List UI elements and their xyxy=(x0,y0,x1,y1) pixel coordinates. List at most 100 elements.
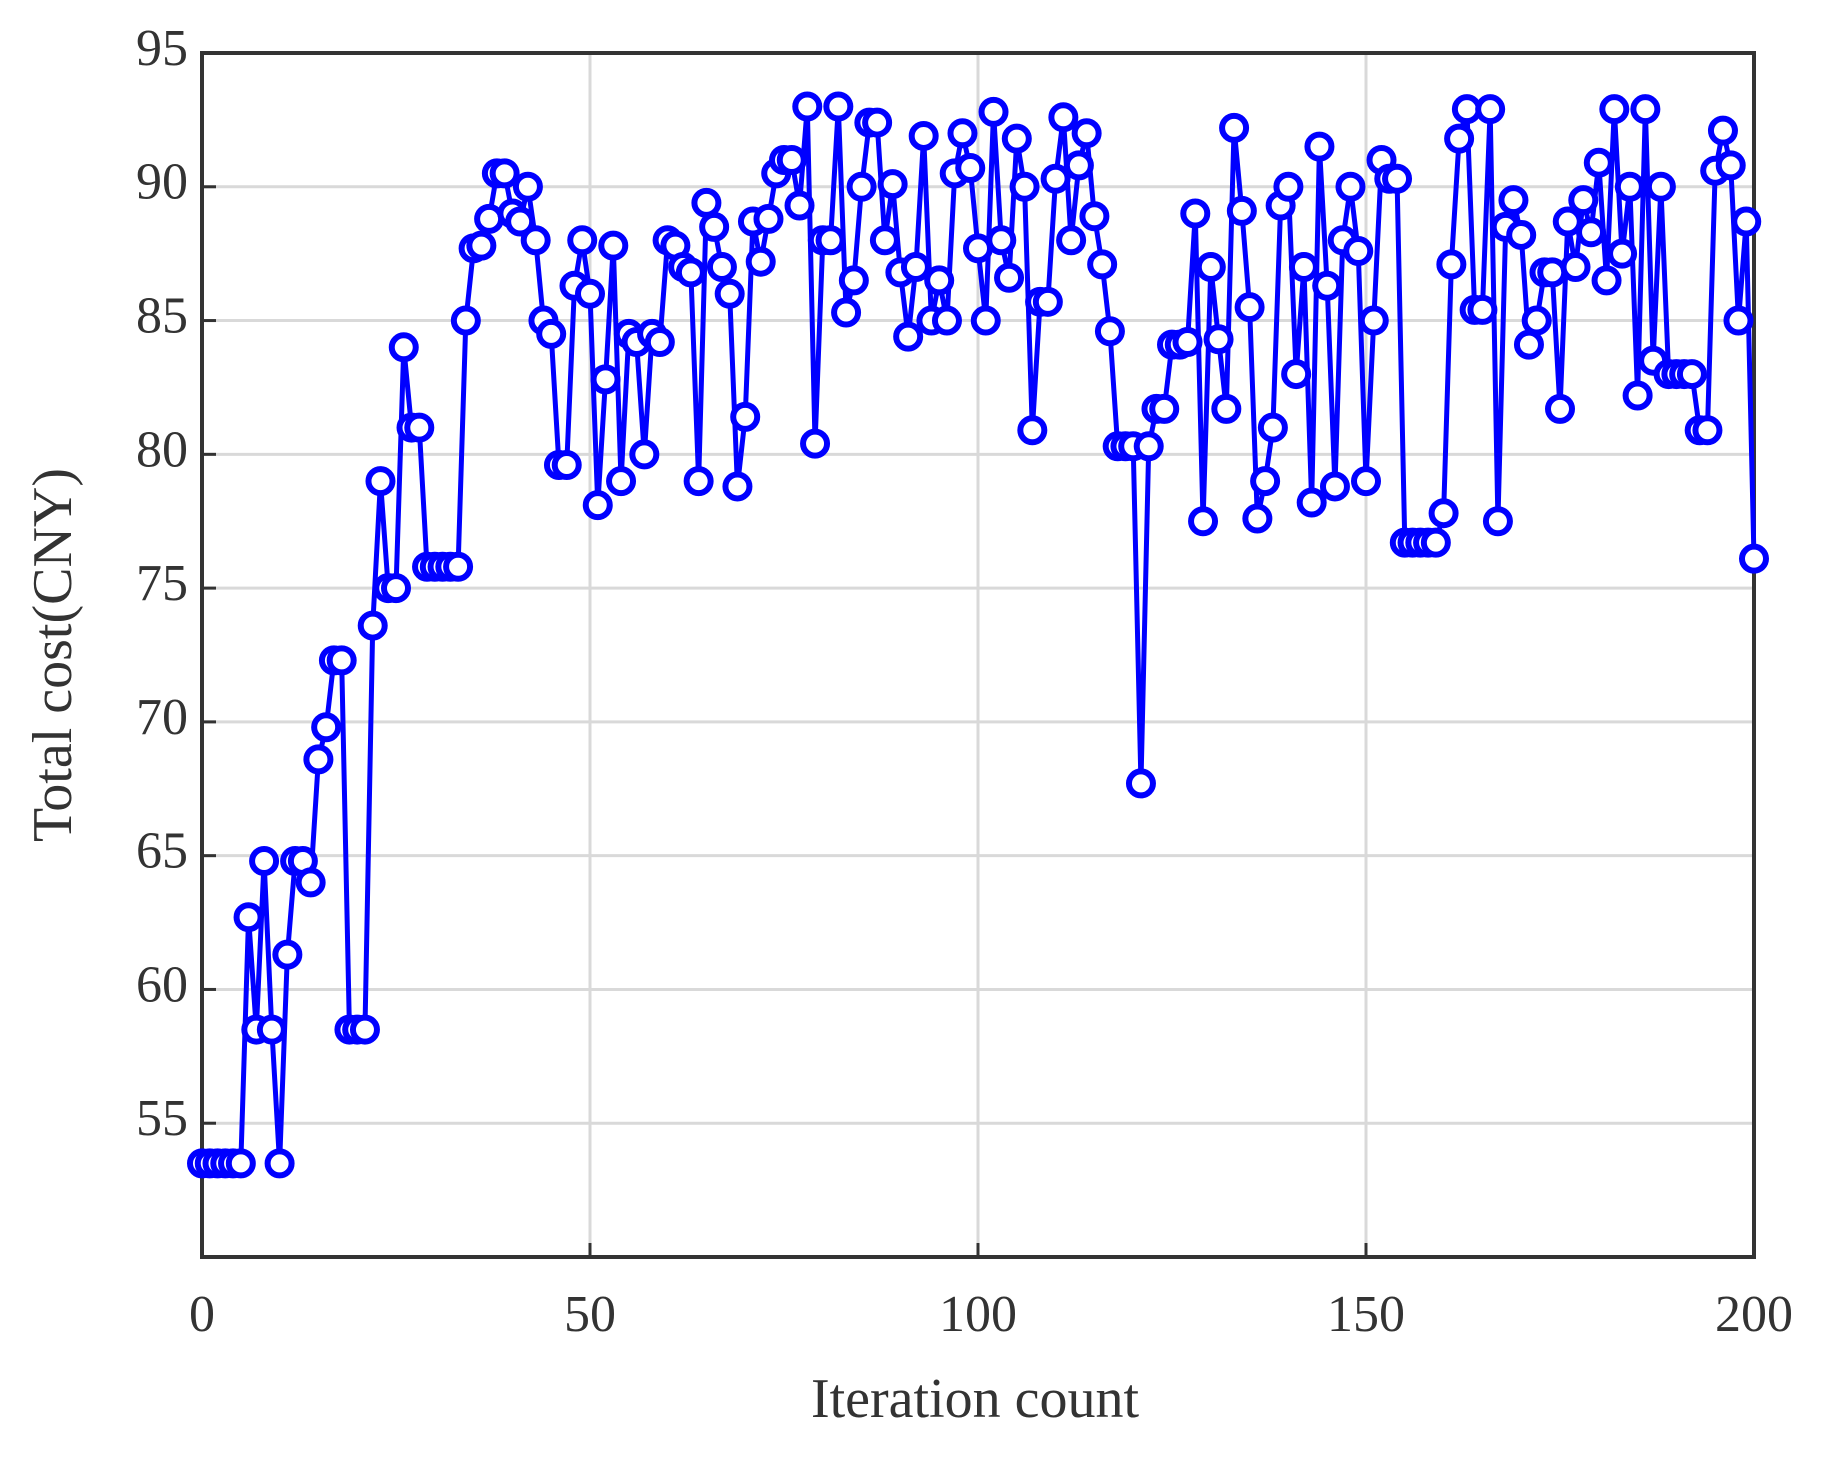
data-point xyxy=(1739,543,1769,574)
data-point xyxy=(877,169,908,200)
data-point xyxy=(1195,252,1226,283)
data-point xyxy=(1513,329,1544,360)
data-point xyxy=(598,230,629,261)
data-point xyxy=(1087,249,1118,280)
data-point xyxy=(1296,487,1327,518)
data-point xyxy=(1017,415,1048,446)
data-point xyxy=(869,225,900,256)
data-point xyxy=(1188,506,1219,537)
data-point xyxy=(1498,185,1529,216)
data-point xyxy=(1506,219,1537,250)
data-point xyxy=(862,107,893,138)
y-tick-label: 75 xyxy=(136,555,188,612)
y-tick-label: 70 xyxy=(136,689,188,746)
data-point xyxy=(1537,257,1568,288)
data-point xyxy=(1063,150,1094,181)
data-point xyxy=(1219,112,1250,143)
data-point xyxy=(404,412,435,443)
data-point xyxy=(512,171,543,202)
data-point xyxy=(567,225,598,256)
data-point xyxy=(714,278,745,309)
data-point xyxy=(1731,206,1762,237)
data-point xyxy=(1226,195,1257,226)
data-point xyxy=(349,1014,380,1045)
data-point xyxy=(970,305,1001,336)
data-point xyxy=(955,153,986,184)
data-point xyxy=(1560,252,1591,283)
data-point xyxy=(489,158,520,189)
data-point xyxy=(1645,171,1676,202)
data-point xyxy=(256,1014,287,1045)
data-point xyxy=(1071,118,1102,149)
x-tick-label: 150 xyxy=(1327,1286,1405,1343)
y-axis-label: Total cost(CNY) xyxy=(22,468,84,842)
y-tick-label: 55 xyxy=(136,1090,188,1147)
data-point xyxy=(815,225,846,256)
data-point xyxy=(644,326,675,357)
data-point xyxy=(381,573,411,604)
data-point xyxy=(1056,225,1087,256)
data-point xyxy=(784,190,815,221)
data-point xyxy=(986,225,1017,256)
data-point xyxy=(1172,326,1203,357)
data-point xyxy=(1630,94,1661,125)
y-tick-label: 80 xyxy=(136,421,188,478)
data-point xyxy=(838,265,869,296)
data-point xyxy=(1568,185,1599,216)
data-point xyxy=(466,230,497,261)
data-point xyxy=(520,225,551,256)
data-point xyxy=(1149,393,1180,424)
data-point xyxy=(590,364,621,395)
data-point xyxy=(551,450,582,481)
data-point xyxy=(249,846,280,877)
data-point xyxy=(924,265,955,296)
data-point xyxy=(994,262,1025,293)
data-point xyxy=(1242,503,1273,534)
data-point xyxy=(606,466,637,497)
data-point xyxy=(931,305,962,336)
y-tick-label: 90 xyxy=(136,154,188,211)
x-tick-label: 0 xyxy=(189,1286,215,1343)
data-point xyxy=(536,318,567,349)
data-point xyxy=(1382,163,1413,194)
data-point xyxy=(1676,359,1707,390)
data-point xyxy=(1304,131,1335,162)
data-point xyxy=(295,867,326,898)
data-point xyxy=(1288,252,1319,283)
data-point xyxy=(776,145,807,176)
data-point xyxy=(1257,412,1288,443)
data-point xyxy=(1692,415,1723,446)
data-point xyxy=(575,278,605,309)
data-point xyxy=(846,171,877,202)
data-point xyxy=(1001,123,1032,154)
data-point xyxy=(1040,163,1071,194)
data-point xyxy=(1281,359,1312,390)
data-point xyxy=(730,401,761,432)
y-tick-label: 65 xyxy=(136,823,188,880)
data-point xyxy=(1180,198,1211,229)
x-tick-label: 50 xyxy=(564,1286,616,1343)
data-point xyxy=(1211,393,1242,424)
data-point xyxy=(1312,270,1343,301)
data-point xyxy=(1094,316,1125,347)
data-point xyxy=(1420,527,1451,558)
data-point xyxy=(225,1148,256,1179)
data-point xyxy=(1319,471,1350,502)
data-point xyxy=(1358,305,1389,336)
data-point xyxy=(1335,171,1366,202)
data-point xyxy=(629,439,660,470)
data-point xyxy=(1521,305,1552,336)
data-point xyxy=(443,551,474,582)
data-point xyxy=(823,91,854,122)
data-point xyxy=(908,120,939,151)
data-point xyxy=(1079,201,1110,232)
data-point xyxy=(1552,206,1583,237)
x-axis-label: Iteration count xyxy=(811,1368,1140,1430)
data-point xyxy=(1032,286,1063,317)
plot-frame xyxy=(200,51,1756,1259)
data-point xyxy=(1583,147,1614,178)
data-point xyxy=(311,712,342,743)
data-point xyxy=(1607,238,1638,269)
